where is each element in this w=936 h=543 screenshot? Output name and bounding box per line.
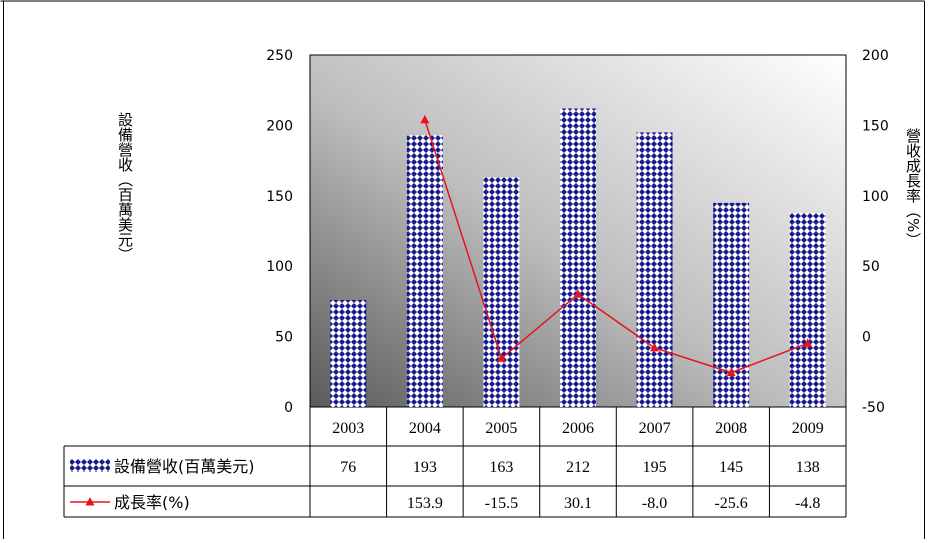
x-tick-label: 2005	[485, 420, 517, 437]
y-tick-right: 50	[862, 259, 880, 275]
x-tick-label: 2009	[792, 420, 824, 437]
x-tick-label: 2003	[332, 420, 364, 437]
table-cell-revenue: 195	[643, 459, 667, 476]
table-cell-growth: -25.6	[714, 495, 747, 512]
y-tick-right: 100	[862, 189, 889, 205]
bar-2007	[636, 132, 673, 407]
growth-point-2009	[803, 338, 813, 347]
growth-line	[424, 119, 808, 374]
table-cell-revenue: 76	[340, 459, 356, 476]
y-tick-left: 150	[266, 189, 293, 205]
table-cell-growth: 30.1	[564, 495, 592, 512]
x-tick-label: 2006	[562, 420, 594, 437]
table-cell-revenue: 193	[413, 459, 437, 476]
y-axis-title-left: 設備營收（百萬美元）	[116, 112, 134, 262]
y-tick-left: 100	[266, 259, 293, 275]
bar-2003	[330, 299, 367, 407]
legend-marker-growth	[85, 497, 95, 506]
table-cell-revenue: 145	[719, 459, 743, 476]
bar-2008	[713, 202, 750, 407]
table-cell-growth: 153.9	[407, 495, 443, 512]
table-cell-revenue: 163	[489, 459, 513, 476]
y-axis-title-right: 營收成長率（%）	[904, 128, 922, 247]
x-tick-label: 2007	[639, 420, 671, 437]
y-tick-right: 0	[862, 330, 871, 346]
bar-2004	[406, 135, 443, 408]
bar-2005	[483, 177, 520, 407]
y-tick-left: 50	[275, 330, 293, 346]
growth-point-2006	[573, 289, 583, 298]
growth-point-2005	[496, 353, 506, 362]
table-cell-revenue: 138	[796, 459, 820, 476]
legend-swatch-revenue	[70, 459, 110, 472]
y-tick-right: 200	[862, 48, 889, 64]
bar-2009	[789, 212, 826, 407]
legend-label-revenue: 設備營收(百萬美元)	[114, 457, 255, 476]
y-tick-right: -50	[862, 400, 885, 416]
table-cell-revenue: 212	[566, 459, 590, 476]
x-tick-label: 2004	[409, 420, 441, 437]
bar-2006	[560, 108, 596, 407]
legend-label-growth: 成長率(%)	[114, 493, 190, 512]
y-tick-left: 200	[266, 118, 293, 134]
table-cell-growth: -4.8	[795, 495, 820, 512]
y-tick-left: 0	[284, 400, 293, 416]
table-cell-growth: -8.0	[642, 495, 667, 512]
x-tick-label: 2008	[715, 420, 747, 437]
y-tick-right: 150	[862, 118, 889, 134]
growth-point-2008	[726, 367, 736, 377]
growth-point-2007	[650, 342, 660, 352]
y-tick-left: 250	[266, 48, 293, 64]
table-cell-growth: -15.5	[485, 495, 518, 512]
growth-point-2004	[420, 114, 430, 124]
